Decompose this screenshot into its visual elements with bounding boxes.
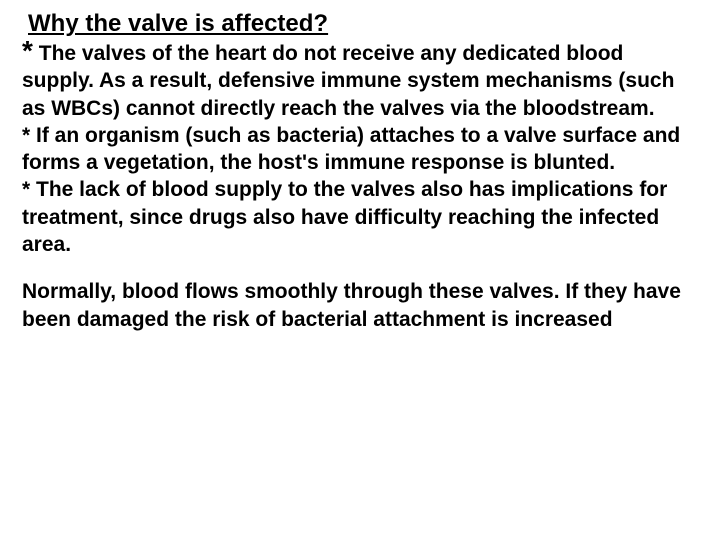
slide-container: Why the valve is affected? * The valves … [0, 0, 720, 540]
body-block-3: * The lack of blood supply to the valves… [22, 176, 692, 258]
para1-text: The valves of the heart do not receive a… [22, 42, 674, 120]
slide-heading: Why the valve is affected? [28, 10, 692, 38]
bullet-star-1: * [22, 35, 33, 66]
paragraph-gap [22, 258, 692, 278]
body-block-2: * If an organism (such as bacteria) atta… [22, 122, 692, 177]
body-block-1: * The valves of the heart do not receive… [22, 40, 692, 122]
body-block-4: Normally, blood flows smoothly through t… [22, 278, 692, 333]
